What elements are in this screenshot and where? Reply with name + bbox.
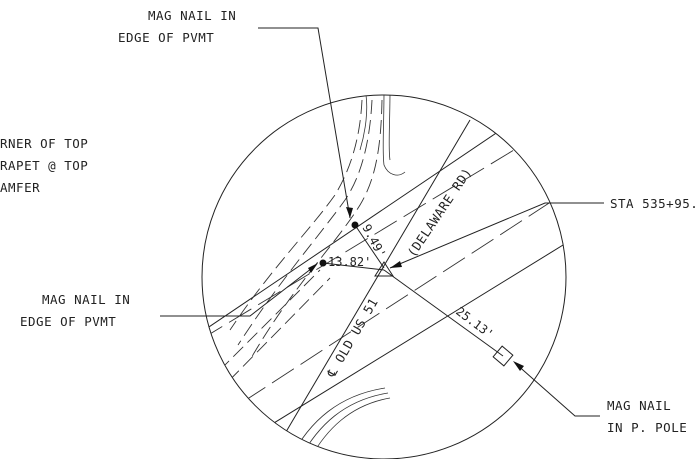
nail-pole-label-2: IN P. POLE [607,420,687,435]
corner-label-3: AMFER [0,180,40,195]
pavement-edge-5 [214,277,331,396]
pavement-edge-1 [229,99,363,331]
arrow-head-3 [390,261,402,268]
delaware-road-label: (DELAWARE RD) [404,165,475,260]
nail-left-label-2: EDGE OF PVMT [20,314,116,329]
nail-pole-label-1: MAG NAIL [607,398,671,413]
corner-label-2: RAPET @ TOP [0,158,88,173]
curb-line-3 [359,95,368,151]
curb-line-2 [388,95,391,161]
power-pole-icon [492,345,514,367]
distance-2: 13.82' [328,255,371,269]
pavement-edge-3 [249,99,383,361]
station-label: STA 535+95.3 [610,196,699,211]
delaware-road-edge-3 [202,109,566,341]
pavement-edge-4 [204,269,321,386]
nail-left-label-1: MAG NAIL IN [42,292,130,307]
leader-pole [514,362,600,417]
arrow-head-2 [308,263,318,273]
delaware-road-edge-4 [229,209,566,451]
curb-line-1 [382,95,406,176]
delaware-road-edge-1 [202,95,561,361]
pavement-edge-2 [237,99,373,346]
curb-line-6 [309,397,391,459]
mag-nail-left-dot [319,259,327,267]
tie-line-1 [354,224,385,269]
arrow-head-1 [346,207,353,218]
leader-station [389,202,604,269]
mag-nail-top-dot [351,221,359,229]
arrow-head-4 [513,361,524,371]
old-us-51-centerline [269,119,471,459]
corner-label-1: RNER OF TOP [0,136,88,151]
leader-nail-top [258,27,351,219]
nail-top-label-1: MAG NAIL IN [148,8,236,23]
old-us-51-label: ℄ OLD US 51 [323,295,381,380]
nail-top-label-2: EDGE OF PVMT [118,30,214,45]
delaware-road-edge-2 [214,169,566,421]
tie-line-3 [383,269,504,357]
leader-nail-left [160,264,317,317]
curb-line-5 [299,392,389,459]
tie-line-2 [322,262,385,271]
